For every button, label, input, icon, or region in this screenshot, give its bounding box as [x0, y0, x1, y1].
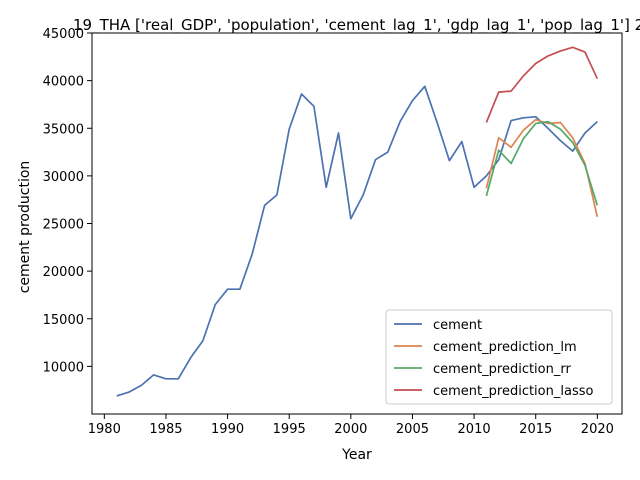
y-tick-label: 10000 — [43, 360, 84, 375]
chart-title: 19_THA ['real_GDP', 'population', 'cemen… — [73, 16, 640, 35]
x-axis-label: Year — [341, 447, 372, 463]
x-tick-label: 1980 — [88, 422, 121, 437]
y-tick-label: 20000 — [43, 265, 84, 280]
y-tick-label: 25000 — [43, 218, 84, 233]
x-tick-label: 2020 — [581, 422, 614, 437]
plot-area: 1980 1985 1990 1995 2000 2005 2010 2015 2020 1000… — [43, 27, 623, 437]
legend-label: cement_prediction_rr — [433, 362, 571, 377]
series-line-cement-prediction-lasso — [485, 46, 599, 123]
x-tick-label: 2015 — [519, 422, 552, 437]
legend-box — [385, 309, 613, 405]
y-tick-label: 35000 — [43, 122, 84, 137]
y-tick-label: 30000 — [43, 170, 84, 185]
legend-label: cement_prediction_lasso — [433, 384, 593, 399]
legend: cement cement_prediction_lm cement_predict… — [385, 309, 613, 405]
series-line-cement — [116, 85, 598, 397]
y-axis-label: cement production — [17, 161, 33, 294]
x-tick-label: 1990 — [211, 422, 244, 437]
x-tick-label: 2000 — [334, 422, 367, 437]
y-tick-label: 40000 — [43, 75, 84, 90]
legend-label: cement — [433, 318, 482, 333]
y-tick-label: 15000 — [43, 313, 84, 328]
series-line-cement-prediction-rr — [485, 120, 599, 206]
x-tick-label: 2005 — [396, 422, 429, 437]
y-tick-label: 45000 — [43, 27, 84, 42]
series-line-cement-prediction-lm — [485, 118, 599, 217]
x-tick-label: 2010 — [458, 422, 491, 437]
legend-label: cement_prediction_lm — [433, 340, 577, 355]
x-tick-label: 1985 — [149, 422, 182, 437]
x-tick-label: 1995 — [273, 422, 306, 437]
